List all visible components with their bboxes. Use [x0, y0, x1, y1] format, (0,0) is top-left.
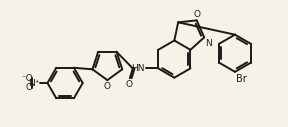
Text: O: O — [104, 82, 111, 91]
Text: O: O — [125, 80, 132, 89]
Text: O: O — [26, 83, 33, 92]
Text: Br: Br — [236, 74, 247, 84]
Text: N⁺: N⁺ — [28, 78, 40, 88]
Text: HN: HN — [131, 64, 145, 73]
Text: ⁻O: ⁻O — [21, 74, 33, 83]
Text: N: N — [205, 39, 211, 48]
Text: O: O — [193, 10, 200, 19]
